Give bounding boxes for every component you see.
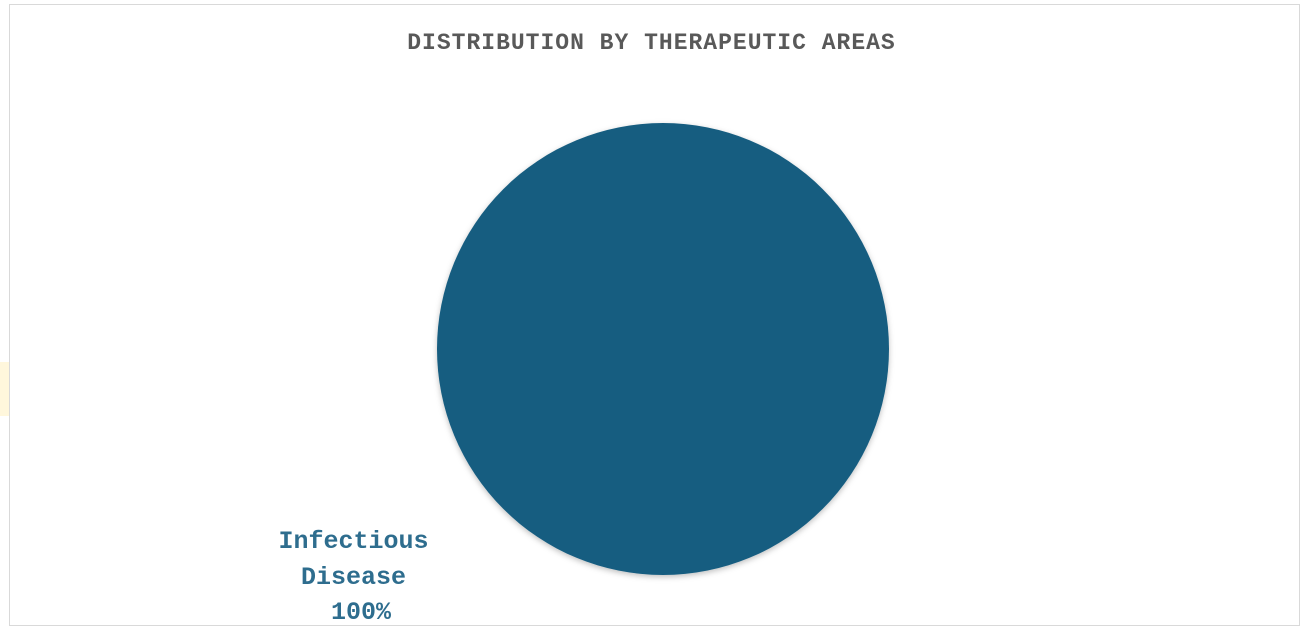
left-edge-tint: [0, 362, 9, 416]
slice-label-line-1: Infectious: [278, 527, 428, 556]
chart-title: DISTRIBUTION BY THERAPEUTIC AREAS: [407, 30, 896, 56]
slice-label-line-2: Disease: [301, 563, 406, 592]
slice-label: Infectious Disease 100%: [278, 527, 443, 627]
slice-percent-label: 100%: [331, 598, 392, 627]
pie-slice-0: [437, 123, 889, 575]
